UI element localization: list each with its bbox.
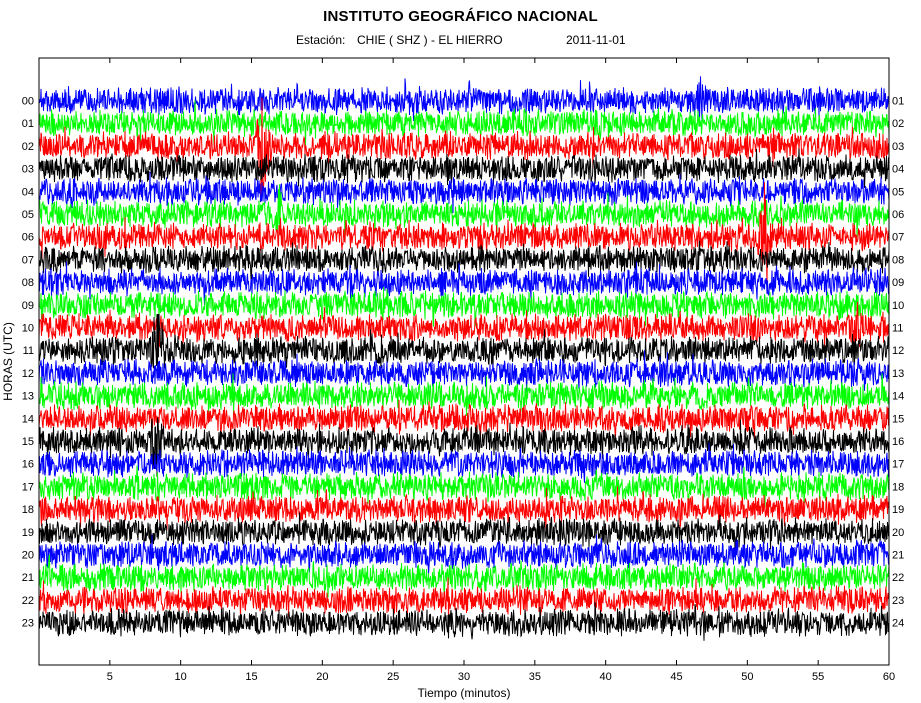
y-tick-left: 16 [22, 459, 34, 471]
y-tick-left: 02 [22, 141, 34, 153]
x-tick-label: 35 [529, 671, 541, 683]
y-tick-right: 02 [892, 118, 904, 130]
trace-hour-14 [39, 399, 889, 440]
y-tick-right: 18 [892, 481, 904, 493]
y-tick-right: 03 [892, 141, 904, 153]
trace-hour-15 [39, 417, 889, 477]
y-tick-left: 11 [23, 345, 34, 357]
x-tick-label: 40 [600, 671, 612, 683]
y-tick-right: 06 [892, 209, 904, 221]
trace-hour-19 [39, 512, 889, 550]
trace-hour-05 [39, 184, 889, 237]
x-tick-label: 60 [883, 671, 895, 683]
y-tick-right: 04 [892, 164, 904, 176]
y-tick-left: 01 [22, 118, 34, 130]
y-tick-left: 20 [22, 550, 34, 562]
y-tick-right: 05 [892, 186, 904, 198]
y-tick-left: 12 [22, 368, 34, 380]
y-tick-left: 06 [22, 232, 34, 244]
x-axis-label: Tiempo (minutos) [418, 686, 511, 700]
y-tick-right: 22 [892, 572, 904, 584]
x-tick-label: 30 [458, 671, 470, 683]
y-tick-left: 07 [22, 254, 34, 266]
trace-hour-23 [39, 601, 889, 641]
y-tick-right: 07 [892, 232, 904, 244]
x-tick-label: 45 [670, 671, 682, 683]
y-tick-right: 14 [892, 391, 904, 403]
y-tick-right: 12 [892, 345, 904, 357]
trace-hour-13 [39, 373, 889, 416]
y-tick-right: 24 [892, 618, 904, 630]
trace-hour-07 [39, 240, 889, 281]
trace-hour-00 [39, 76, 889, 121]
x-tick-label: 20 [316, 671, 328, 683]
y-tick-right: 17 [892, 459, 904, 471]
y-tick-left: 14 [22, 413, 34, 425]
trace-hour-03 [39, 148, 889, 188]
x-tick-label: 10 [175, 671, 187, 683]
station-label: Estación: [296, 33, 346, 47]
x-tick-label: 50 [741, 671, 753, 683]
y-tick-right: 11 [892, 323, 903, 335]
trace-hour-18 [39, 486, 889, 530]
y-tick-left: 04 [22, 186, 34, 198]
y-tick-left: 00 [22, 96, 34, 108]
trace-hour-16 [39, 442, 889, 483]
trace-hour-21 [39, 554, 889, 598]
trace-hour-08 [39, 261, 889, 306]
trace-hour-22 [39, 577, 889, 620]
trace-hour-09 [39, 285, 889, 328]
y-tick-left: 08 [22, 277, 34, 289]
y-tick-left: 23 [22, 618, 34, 630]
y-tick-left: 18 [22, 504, 34, 516]
y-tick-right: 20 [892, 527, 904, 539]
trace-hour-06 [39, 182, 889, 286]
y-tick-left: 09 [22, 300, 34, 312]
trace-hour-11 [39, 313, 889, 369]
trace-hour-02 [39, 97, 889, 199]
y-tick-left: 19 [22, 527, 34, 539]
y-tick-right: 08 [892, 254, 904, 266]
record-date: 2011-11-01 [566, 33, 626, 47]
y-tick-right: 21 [892, 550, 904, 562]
station-name: CHIE ( SHZ ) - EL HIERRO [357, 33, 503, 47]
trace-hour-17 [39, 465, 889, 508]
y-tick-right: 10 [892, 300, 904, 312]
y-tick-left: 13 [22, 391, 34, 403]
y-tick-left: 17 [22, 481, 34, 493]
y-tick-left: 10 [22, 323, 34, 335]
y-tick-right: 01 [892, 96, 904, 108]
x-tick-label: 5 [107, 671, 113, 683]
trace-hour-12 [39, 350, 889, 395]
y-tick-left: 05 [22, 209, 34, 221]
y-tick-right: 19 [892, 504, 904, 516]
trace-hour-20 [39, 534, 889, 576]
y-tick-right: 23 [892, 595, 904, 607]
y-tick-left: 21 [22, 572, 34, 584]
x-tick-label: 55 [812, 671, 824, 683]
trace-hour-04 [39, 171, 889, 213]
y-tick-right: 16 [892, 436, 904, 448]
y-tick-left: 15 [22, 436, 34, 448]
y-axis-label: HORAS (UTC) [1, 322, 15, 401]
y-tick-left: 22 [22, 595, 34, 607]
x-tick-label: 15 [245, 671, 257, 683]
y-tick-right: 13 [892, 368, 904, 380]
traces [39, 76, 889, 641]
y-tick-left: 03 [22, 164, 34, 176]
chart-title: INSTITUTO GEOGRÁFICO NACIONAL [323, 8, 598, 25]
y-tick-right: 15 [892, 413, 904, 425]
x-tick-label: 25 [387, 671, 399, 683]
trace-hour-10 [39, 302, 889, 349]
y-tick-right: 09 [892, 277, 904, 289]
